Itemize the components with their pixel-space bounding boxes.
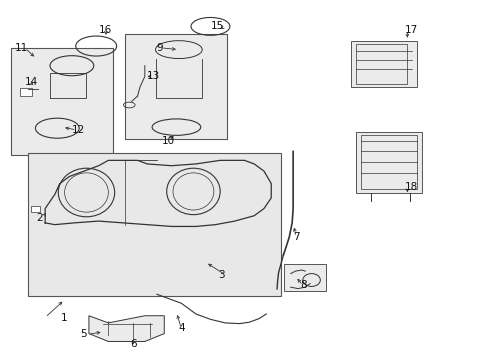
Text: 13: 13 — [147, 71, 160, 81]
Text: 6: 6 — [130, 339, 137, 348]
Text: 1: 1 — [61, 312, 67, 323]
Text: 14: 14 — [25, 77, 38, 87]
Text: 2: 2 — [36, 212, 42, 222]
Text: 11: 11 — [15, 43, 28, 53]
FancyBboxPatch shape — [20, 88, 32, 96]
Text: 7: 7 — [292, 232, 299, 242]
FancyBboxPatch shape — [284, 264, 325, 291]
FancyBboxPatch shape — [125, 33, 227, 139]
Text: 3: 3 — [217, 270, 224, 280]
Text: 18: 18 — [404, 182, 417, 192]
Text: 8: 8 — [300, 280, 306, 291]
FancyBboxPatch shape — [28, 153, 281, 296]
Text: 15: 15 — [210, 21, 223, 31]
FancyBboxPatch shape — [356, 132, 421, 193]
FancyBboxPatch shape — [351, 41, 416, 87]
FancyBboxPatch shape — [30, 206, 40, 212]
Text: 5: 5 — [80, 329, 86, 339]
Text: 16: 16 — [99, 25, 112, 35]
Text: 17: 17 — [404, 25, 417, 35]
Text: 12: 12 — [72, 125, 85, 135]
Polygon shape — [89, 316, 164, 342]
FancyBboxPatch shape — [11, 48, 113, 155]
Text: 10: 10 — [162, 136, 175, 147]
Text: 9: 9 — [156, 43, 163, 53]
Text: 4: 4 — [179, 323, 185, 333]
